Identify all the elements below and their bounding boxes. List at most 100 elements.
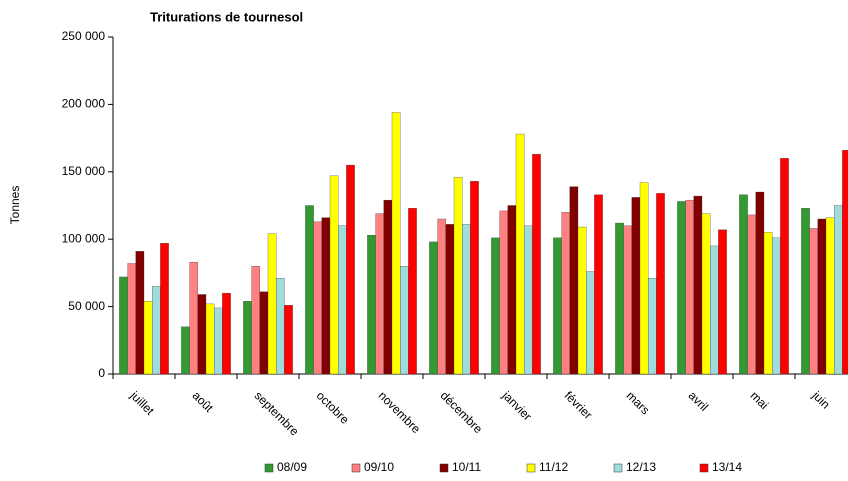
bar [524,225,533,375]
bar [305,205,314,375]
y-tick-label: 50 000 [68,299,105,313]
bar [594,194,603,375]
bar [693,195,703,375]
bar [507,205,517,375]
bar [623,225,632,375]
x-tick-label: novembre [376,388,424,436]
bar [391,112,401,375]
bar [375,213,384,375]
bar [569,186,579,375]
bar [780,158,789,375]
bar [842,150,848,375]
bar [491,237,500,375]
x-tick-label: décembre [438,388,486,436]
bar [429,241,438,375]
bar [586,271,595,375]
y-tick-label: 150 000 [62,164,106,178]
bar [321,217,331,375]
bar [127,263,136,375]
bar [553,237,562,375]
x-tick-label: octobre [314,388,352,426]
bar [338,225,347,375]
legend-swatch [264,463,274,473]
legend-label: 09/10 [364,460,394,474]
legend-label: 11/12 [539,460,568,474]
bar [346,164,355,375]
bar [189,261,198,375]
y-tick-label: 250 000 [62,29,106,43]
legend-swatch [351,463,361,473]
bar [801,208,810,375]
legend-label: 13/14 [712,460,742,474]
bar [532,154,541,375]
bar [656,193,665,375]
bar [160,243,169,375]
x-tick-label: mars [624,388,653,417]
x-tick-label: juin [809,388,833,412]
legend-swatch [699,463,709,473]
y-tick-label: 100 000 [62,231,106,245]
bar [251,266,260,375]
y-tick-label: 200 000 [62,97,106,111]
bar [367,235,376,375]
bar [639,182,649,375]
x-tick-label: avril [686,388,711,413]
bar [515,133,525,375]
bar [408,208,417,375]
bar [755,191,765,375]
bar [313,221,322,375]
bar [747,214,756,375]
x-tick-label: juillet [127,388,157,418]
bar [817,218,827,375]
bar [437,218,446,375]
bar [470,181,479,375]
bar [284,305,293,375]
bar [143,301,153,375]
bar [825,217,835,375]
bar [453,177,463,375]
bar [710,245,719,375]
x-tick-label: septembre [252,388,302,438]
bar [763,232,773,375]
legend-swatch [613,463,623,473]
bar [739,194,748,375]
bar [329,175,339,375]
legend-label: 08/09 [277,460,307,474]
bar [631,197,641,375]
x-tick-label: août [190,388,217,415]
bar [577,226,587,375]
x-tick-label: janvier [499,388,535,424]
bar [809,228,818,375]
bar [648,278,657,375]
bar [181,326,190,375]
bar [701,213,711,375]
bar [259,291,269,375]
bar [400,266,409,375]
bar [718,229,727,375]
legend-label: 10/11 [452,460,481,474]
bar [677,201,686,375]
bar [445,224,455,375]
legend-swatch [439,463,449,473]
bar [214,307,223,375]
bar [462,224,471,375]
bar [615,222,624,375]
bar [152,286,161,375]
bar [135,251,145,375]
x-tick-label: février [562,388,595,421]
bar [197,294,207,375]
legend-swatch [526,463,536,473]
bar [222,292,231,375]
bar [267,233,277,375]
bar [383,199,393,375]
bar [834,205,843,375]
bar [499,210,508,375]
bar [205,303,215,375]
legend-label: 12/13 [626,460,656,474]
bar [561,212,570,375]
bar [685,199,694,375]
bar [772,237,781,375]
chart-title: Triturations de tournesol [150,9,303,24]
bar [243,301,252,375]
